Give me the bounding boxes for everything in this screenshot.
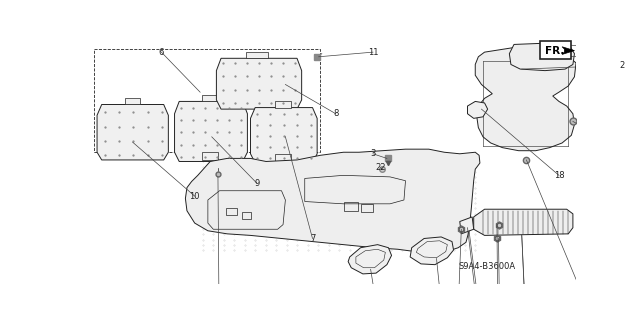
Text: 7: 7 — [310, 234, 315, 243]
Polygon shape — [348, 245, 392, 274]
Polygon shape — [250, 108, 317, 163]
Bar — [242, 212, 252, 219]
Polygon shape — [246, 52, 268, 58]
Polygon shape — [186, 149, 480, 252]
Bar — [360, 204, 373, 212]
FancyBboxPatch shape — [540, 41, 571, 59]
Polygon shape — [202, 152, 218, 160]
Polygon shape — [509, 43, 575, 70]
Polygon shape — [125, 98, 140, 105]
Text: S9A4-B3600A: S9A4-B3600A — [458, 262, 515, 271]
Bar — [344, 202, 358, 211]
Polygon shape — [562, 47, 575, 55]
Bar — [226, 208, 237, 215]
Polygon shape — [216, 58, 301, 109]
Text: 22: 22 — [376, 163, 386, 172]
Polygon shape — [202, 95, 218, 101]
Polygon shape — [97, 105, 168, 160]
Text: FR.: FR. — [545, 46, 564, 56]
Text: 6: 6 — [159, 48, 164, 57]
Polygon shape — [275, 101, 291, 108]
Polygon shape — [410, 237, 454, 265]
Polygon shape — [474, 209, 573, 235]
Text: 10: 10 — [189, 192, 200, 201]
Polygon shape — [467, 101, 488, 118]
Text: 3: 3 — [371, 149, 376, 158]
Polygon shape — [460, 217, 474, 234]
Text: 2: 2 — [620, 61, 625, 70]
Polygon shape — [275, 154, 291, 161]
Polygon shape — [175, 101, 248, 161]
Text: 18: 18 — [554, 171, 564, 180]
Polygon shape — [476, 48, 576, 151]
Text: 8: 8 — [333, 109, 339, 118]
Text: 9: 9 — [254, 179, 259, 188]
Text: 11: 11 — [368, 48, 378, 57]
